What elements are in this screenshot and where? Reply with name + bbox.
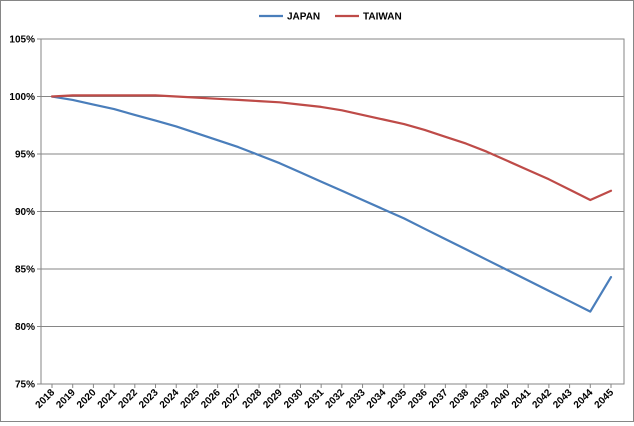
x-tick-label: 2023 bbox=[137, 387, 161, 411]
y-tick-label: 75% bbox=[15, 380, 35, 391]
x-tick-label: 2036 bbox=[406, 387, 430, 411]
series-line-taiwan bbox=[50, 94, 613, 202]
y-tick-label: 85% bbox=[15, 265, 35, 276]
x-tick-label: 2042 bbox=[530, 387, 554, 411]
x-tick-label: 2044 bbox=[572, 387, 596, 411]
x-tick-label: 2026 bbox=[199, 387, 223, 411]
x-tick-label: 2030 bbox=[282, 387, 306, 411]
x-tick-label: 2041 bbox=[510, 387, 534, 411]
x-tick-label: 2035 bbox=[386, 387, 410, 411]
y-tick-label: 100% bbox=[9, 92, 35, 103]
x-tick-label: 2024 bbox=[158, 387, 182, 411]
x-tick-label: 2045 bbox=[593, 387, 617, 411]
x-tick-label: 2027 bbox=[220, 387, 244, 411]
x-tick-label: 2039 bbox=[468, 387, 492, 411]
x-axis-tick-labels: 2018201920202021202220232024202520262027… bbox=[34, 387, 617, 411]
series-lines bbox=[50, 94, 613, 313]
x-tick-label: 2019 bbox=[54, 387, 78, 411]
x-tick-label: 2040 bbox=[489, 387, 513, 411]
series-line-japan bbox=[50, 95, 613, 313]
x-tick-label: 2022 bbox=[116, 387, 140, 411]
x-tick-label: 2018 bbox=[34, 387, 58, 411]
y-tick-label: 80% bbox=[15, 322, 35, 333]
x-tick-label: 2031 bbox=[303, 387, 327, 411]
y-tick-label: 90% bbox=[15, 207, 35, 218]
x-tick-label: 2020 bbox=[75, 387, 99, 411]
y-tick-label: 95% bbox=[15, 150, 35, 161]
y-tick-label: 105% bbox=[9, 35, 35, 46]
x-tick-label: 2038 bbox=[448, 387, 472, 411]
x-tick-label: 2028 bbox=[241, 387, 265, 411]
x-tick-label: 2034 bbox=[365, 387, 389, 411]
legend-label-japan: JAPAN bbox=[287, 12, 320, 23]
x-tick-label: 2037 bbox=[427, 387, 451, 411]
x-tick-label: 2021 bbox=[96, 387, 120, 411]
legend-label-taiwan: TAIWAN bbox=[363, 12, 402, 23]
x-tick-label: 2043 bbox=[551, 387, 575, 411]
x-tick-label: 2029 bbox=[261, 387, 285, 411]
legend: JAPAN TAIWAN bbox=[259, 12, 402, 23]
y-axis-tick-labels: 75% 80% 85% 90% 95% 100% 105% bbox=[9, 35, 35, 391]
x-tick-label: 2032 bbox=[323, 387, 347, 411]
x-tick-label: 2025 bbox=[179, 387, 203, 411]
x-tick-label: 2033 bbox=[344, 387, 368, 411]
